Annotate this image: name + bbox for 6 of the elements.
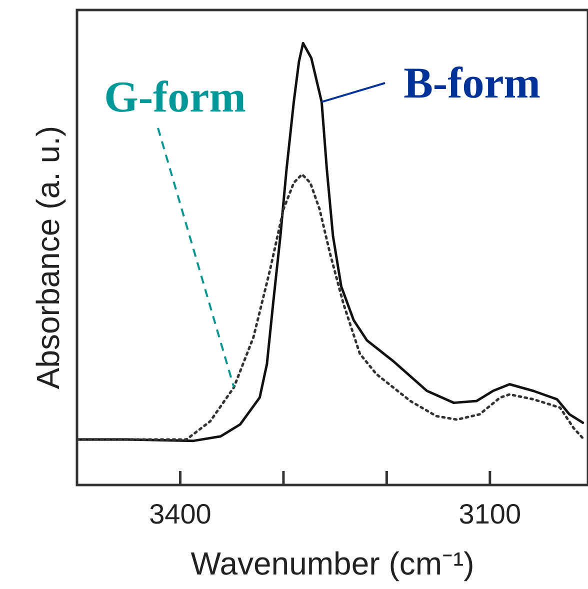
y-axis-title: Absorbance (a. u.) xyxy=(30,126,66,390)
x-axis-title: Wavenumber (cm⁻¹) xyxy=(190,546,474,582)
series-label: B-form xyxy=(404,58,540,108)
series-label: G-form xyxy=(104,72,246,122)
x-tick-label: 3100 xyxy=(458,498,522,530)
x-tick-label: 3400 xyxy=(149,498,212,530)
